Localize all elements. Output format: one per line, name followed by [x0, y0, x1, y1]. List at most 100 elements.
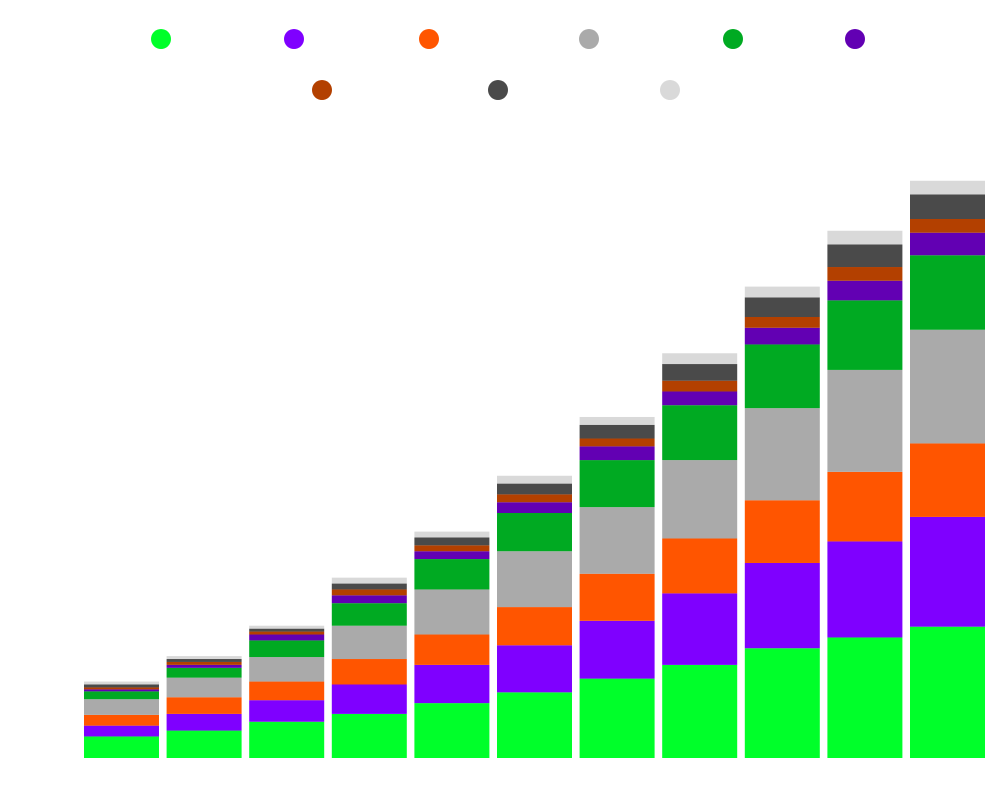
bar-segment-series-4-bar-11 — [910, 329, 985, 444]
bar-segment-series-8-bar-9 — [744, 297, 820, 317]
bar-segment-series-7-bar-7 — [579, 438, 655, 447]
bar-segment-series-9-bar-11 — [910, 180, 985, 195]
bar-segment-series-8-bar-8 — [662, 364, 738, 381]
legend-marker-series-4 — [579, 29, 599, 49]
bar-stack-7 — [579, 416, 655, 758]
bar-segment-series-1-bar-5 — [414, 703, 490, 758]
bar-segment-series-4-bar-2 — [166, 677, 242, 698]
bar-segment-series-5-bar-9 — [744, 344, 820, 409]
bar-segment-series-8-bar-11 — [910, 194, 985, 219]
bar-segment-series-5-bar-11 — [910, 255, 985, 330]
bar-segment-series-5-bar-7 — [579, 460, 655, 508]
bar-segment-series-4-bar-7 — [579, 507, 655, 574]
bar-segment-series-8-bar-10 — [827, 244, 903, 268]
legend-marker-series-8 — [488, 80, 508, 100]
bar-segment-series-7-bar-4 — [331, 589, 407, 596]
bar-segment-series-3-bar-9 — [744, 500, 820, 563]
bar-segment-series-7-bar-2 — [166, 661, 242, 665]
bar-segment-series-8-bar-3 — [249, 628, 325, 632]
bar-segment-series-9-bar-8 — [662, 353, 738, 365]
bar-segment-series-9-bar-2 — [166, 656, 242, 660]
bar-segment-series-3-bar-3 — [249, 681, 325, 701]
bar-segment-series-7-bar-10 — [827, 267, 903, 281]
bar-segment-series-2-bar-11 — [910, 516, 985, 627]
bar-segment-series-9-bar-1 — [84, 681, 159, 685]
bar-segment-series-3-bar-10 — [827, 471, 903, 542]
bar-segment-series-1-bar-3 — [249, 721, 325, 758]
bar-segment-series-4-bar-9 — [744, 408, 820, 501]
bar-segment-series-3-bar-6 — [497, 607, 572, 646]
bar-segment-series-2-bar-8 — [662, 593, 738, 665]
bar-segment-series-5-bar-6 — [497, 513, 572, 552]
bar-segment-series-9-bar-7 — [579, 416, 655, 425]
bar-segment-series-3-bar-1 — [84, 714, 159, 726]
bar-segment-series-5-bar-10 — [827, 300, 903, 370]
bar-segment-series-2-bar-9 — [744, 562, 820, 649]
bar-segment-series-5-bar-2 — [166, 667, 242, 678]
bar-segment-series-4-bar-3 — [249, 657, 325, 682]
bar-segment-series-7-bar-9 — [744, 317, 820, 328]
bar-segment-series-1-bar-7 — [579, 678, 655, 758]
bar-segment-series-3-bar-4 — [331, 659, 407, 685]
bar-segment-series-9-bar-4 — [331, 577, 407, 584]
bar-segment-series-4-bar-4 — [331, 625, 407, 660]
legend-marker-series-2 — [284, 29, 304, 49]
bar-segment-series-6-bar-2 — [166, 664, 242, 668]
bar-segment-series-5-bar-3 — [249, 640, 325, 658]
bar-segment-series-1-bar-8 — [662, 664, 738, 758]
bar-segment-series-5-bar-1 — [84, 691, 159, 700]
bar-segment-series-2-bar-3 — [249, 700, 325, 722]
bar-segment-series-6-bar-6 — [497, 502, 572, 513]
bar-segment-series-7-bar-1 — [84, 687, 159, 690]
legend-marker-series-9 — [660, 80, 680, 100]
bar-stack-6 — [497, 475, 572, 758]
bar-segment-series-3-bar-7 — [579, 573, 655, 621]
bar-segment-series-9-bar-3 — [249, 625, 325, 629]
bar-segment-series-9-bar-10 — [827, 230, 903, 245]
bar-segment-series-3-bar-8 — [662, 538, 738, 594]
bar-segment-series-6-bar-5 — [414, 551, 490, 560]
bar-segment-series-8-bar-1 — [84, 684, 159, 688]
bar-segment-series-2-bar-6 — [497, 645, 572, 693]
bar-segment-series-4-bar-8 — [662, 460, 738, 539]
bar-segment-series-7-bar-3 — [249, 631, 325, 635]
legend-marker-series-1 — [151, 29, 171, 49]
bar-segment-series-3-bar-5 — [414, 634, 490, 665]
bar-segment-series-8-bar-5 — [414, 537, 490, 546]
bar-segment-series-1-bar-9 — [744, 648, 820, 758]
bar-segment-series-2-bar-5 — [414, 664, 490, 704]
bar-segment-series-6-bar-3 — [249, 634, 325, 641]
legend-marker-series-7 — [312, 80, 332, 100]
bar-stack-2 — [166, 656, 242, 758]
bar-segment-series-1-bar-1 — [84, 736, 159, 758]
bar-segment-series-2-bar-7 — [579, 620, 655, 679]
bar-segment-series-9-bar-6 — [497, 475, 572, 484]
bar-segment-series-1-bar-6 — [497, 692, 572, 758]
bar-segment-series-2-bar-1 — [84, 725, 159, 737]
bar-segment-series-5-bar-4 — [331, 603, 407, 626]
bar-stack-10 — [827, 230, 903, 758]
bar-segment-series-6-bar-7 — [579, 446, 655, 461]
bar-segment-series-7-bar-11 — [910, 219, 985, 233]
bar-segment-series-1-bar-2 — [166, 730, 242, 758]
bar-segment-series-5-bar-5 — [414, 559, 490, 590]
bar-stack-9 — [744, 286, 820, 758]
bar-segment-series-9-bar-5 — [414, 531, 490, 538]
bar-stack-1 — [84, 681, 159, 758]
legend-marker-series-5 — [723, 29, 743, 49]
plot-area — [84, 180, 985, 758]
bar-segment-series-9-bar-9 — [744, 286, 820, 298]
bar-segment-series-8-bar-6 — [497, 483, 572, 495]
bar-stack-3 — [249, 625, 325, 758]
bar-segment-series-6-bar-10 — [827, 280, 903, 301]
bar-segment-series-4-bar-1 — [84, 699, 159, 715]
bar-stack-4 — [331, 577, 407, 758]
bar-segment-series-6-bar-9 — [744, 327, 820, 345]
bar-segment-series-6-bar-8 — [662, 391, 738, 406]
legend-marker-series-6 — [845, 29, 865, 49]
bar-segment-series-4-bar-10 — [827, 369, 903, 472]
bar-segment-series-3-bar-2 — [166, 697, 242, 714]
bar-segment-series-7-bar-8 — [662, 380, 738, 392]
bar-segment-series-3-bar-11 — [910, 443, 985, 517]
